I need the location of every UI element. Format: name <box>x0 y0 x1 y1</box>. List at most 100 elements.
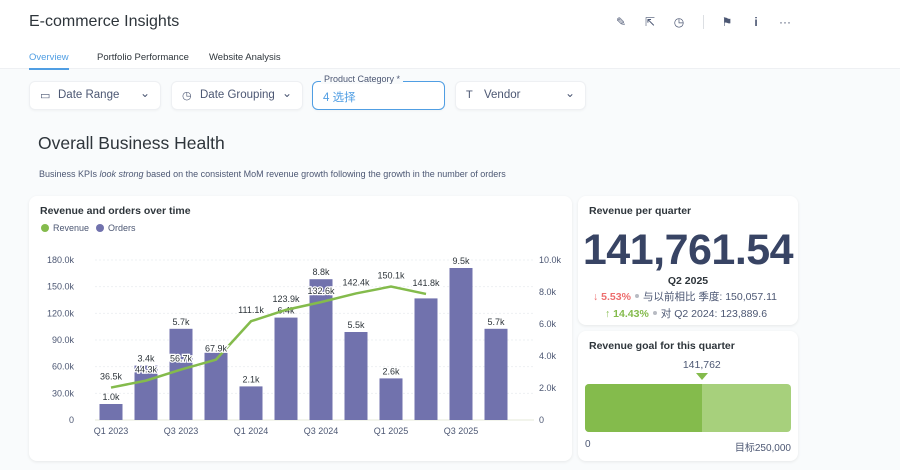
divider <box>703 15 704 29</box>
orders-data-label: 8.8k <box>312 267 330 277</box>
comparison-label: 对 Q2 2024: 123,889.6 <box>660 308 768 320</box>
filter-label: Vendor <box>484 89 521 101</box>
change-pct: 5.53% <box>601 291 631 303</box>
card-title: Revenue goal for this quarter <box>589 340 735 352</box>
filter-label: Product Category * <box>321 74 404 84</box>
left-axis-tick: 60.0k <box>52 362 75 372</box>
goal-target-label: 目标250,000 <box>734 443 791 454</box>
goal-progress-bar <box>585 384 791 432</box>
chevron-down-icon: ⌄ <box>564 86 575 100</box>
orders-bar <box>204 352 228 420</box>
more-icon[interactable]: ··· <box>779 15 791 29</box>
left-axis-tick: 30.0k <box>52 388 75 398</box>
goal-min-label: 0 <box>585 439 591 450</box>
revenue-data-label: 67.9k <box>205 344 228 354</box>
left-axis-tick: 90.0k <box>52 335 75 345</box>
x-axis-tick: Q1 2023 <box>94 426 129 436</box>
left-axis-tick: 180.0k <box>47 255 75 265</box>
right-axis-tick: 10.0k <box>539 255 562 265</box>
right-axis-tick: 0 <box>539 415 544 425</box>
left-axis-tick: 120.0k <box>47 308 75 318</box>
date-range-filter[interactable]: ▭ Date Range ⌄ <box>29 81 161 110</box>
legend-label: Revenue <box>53 223 90 233</box>
desc-emphasis: look strong <box>99 169 144 179</box>
orders-data-label: 2.1k <box>242 374 260 384</box>
goal-value-label: 141,762 <box>682 359 721 371</box>
goal-progress-fill <box>585 384 702 432</box>
chevron-down-icon: ⌄ <box>281 86 292 100</box>
tab-overview[interactable]: Overview <box>29 52 69 70</box>
card-title: Revenue per quarter <box>589 205 692 217</box>
kpi-period: Q2 2025 <box>667 275 709 287</box>
legend-revenue[interactable]: Revenue <box>41 223 89 233</box>
x-axis-tick: Q3 2025 <box>444 426 479 436</box>
arrow-down-icon: ↓ <box>593 291 599 303</box>
desc-text: Business KPIs <box>39 169 100 179</box>
info-icon[interactable]: i <box>754 15 758 29</box>
desc-text: based on the consistent MoM revenue grow… <box>143 169 506 179</box>
share-icon[interactable]: ⇱ <box>644 15 656 29</box>
left-axis-tick: 150.0k <box>47 282 75 292</box>
legend-orders[interactable]: Orders <box>96 223 136 233</box>
pencil-icon[interactable]: ✎ <box>615 15 627 29</box>
orders-bar <box>169 328 193 420</box>
revenue-line <box>110 285 427 389</box>
orders-bar <box>449 268 473 420</box>
calendar-icon: ▭ <box>40 90 51 102</box>
header: E-commerce Insights ✎ ⇱ ◷ ⚑ i ··· Overvi… <box>0 0 900 70</box>
right-axis-tick: 2.0k <box>539 383 557 393</box>
orders-bar <box>344 332 368 420</box>
yoy-comparison: ↑ 14.43% 对 Q2 2024: 123,889.6 <box>605 306 767 321</box>
legend-label: Orders <box>108 223 136 233</box>
combo-chart: 0 30.0k 60.0k 90.0k 120.0k 150.0k 180.0k 0 2.0k 4… <box>47 255 562 436</box>
text-icon: T <box>466 89 473 101</box>
revenue-data-label: 111.1k <box>238 305 264 315</box>
revenue-data-label: 36.5k <box>100 372 123 382</box>
clock-icon[interactable]: ◷ <box>673 15 685 29</box>
orders-bar <box>309 279 333 420</box>
revenue-data-label: 56.7k <box>170 354 193 364</box>
chart-title: Revenue and orders over time <box>40 205 191 217</box>
x-axis-tick: Q1 2024 <box>234 426 269 436</box>
right-axis-tick: 4.0k <box>539 351 557 361</box>
filter-label: Date Range <box>58 89 120 101</box>
revenue-goal-card: Revenue goal for this quarter 141,762 0 … <box>578 331 798 461</box>
orders-data-label: 5.5k <box>347 320 365 330</box>
orders-bar <box>484 328 508 420</box>
bookmark-icon[interactable]: ⚑ <box>721 15 733 29</box>
legend-dot <box>41 224 49 232</box>
tab-portfolio-performance[interactable]: Portfolio Performance <box>97 52 189 63</box>
previous-comparison: ↓ 5.53% 与以前相比 季度: 150,057.11 <box>593 289 777 304</box>
arrow-up-icon: ↑ <box>605 308 611 320</box>
orders-data-label: 2.6k <box>382 366 400 376</box>
chevron-down-icon: ⌄ <box>139 86 150 100</box>
revenue-data-label: 44.3k <box>135 365 158 375</box>
product-category-filter[interactable]: Product Category * 4 选择 <box>312 74 445 110</box>
right-axis-tick: 8.0k <box>539 287 557 297</box>
revenue-orders-card: Revenue and orders over time Revenue Ord… <box>29 196 572 461</box>
revenue-data-label: 141.8k <box>412 278 440 288</box>
left-axis-tick: 0 <box>69 415 74 425</box>
section-title: Overall Business Health <box>38 133 225 153</box>
comparison-label: 与以前相比 季度: 150,057.11 <box>642 291 777 303</box>
orders-data-label: 5.7k <box>172 317 190 327</box>
legend-dot <box>96 224 104 232</box>
x-axis-tick: Q3 2024 <box>304 426 339 436</box>
revenue-data-label: 123.9k <box>272 294 300 304</box>
orders-bar <box>414 298 438 420</box>
tab-website-analysis[interactable]: Website Analysis <box>209 52 281 63</box>
goal-marker-icon <box>695 373 708 380</box>
revenue-data-label: 132.6k <box>307 286 335 296</box>
orders-bar <box>99 404 123 420</box>
orders-data-label: 3.4k <box>137 354 155 364</box>
kpi-value: 141,761.54 <box>582 226 794 274</box>
vendor-filter[interactable]: T Vendor ⌄ <box>455 81 586 110</box>
right-axis-tick: 6.0k <box>539 319 557 329</box>
orders-data-label: 1.0k <box>102 392 120 402</box>
x-axis-tick: Q1 2025 <box>374 426 409 436</box>
x-axis-tick: Q3 2023 <box>164 426 199 436</box>
date-grouping-filter[interactable]: ◷ Date Grouping ⌄ <box>171 81 303 110</box>
filter-label: Date Grouping <box>200 89 275 101</box>
change-pct: 14.43% <box>613 308 649 320</box>
orders-data-label: 5.7k <box>487 317 505 327</box>
